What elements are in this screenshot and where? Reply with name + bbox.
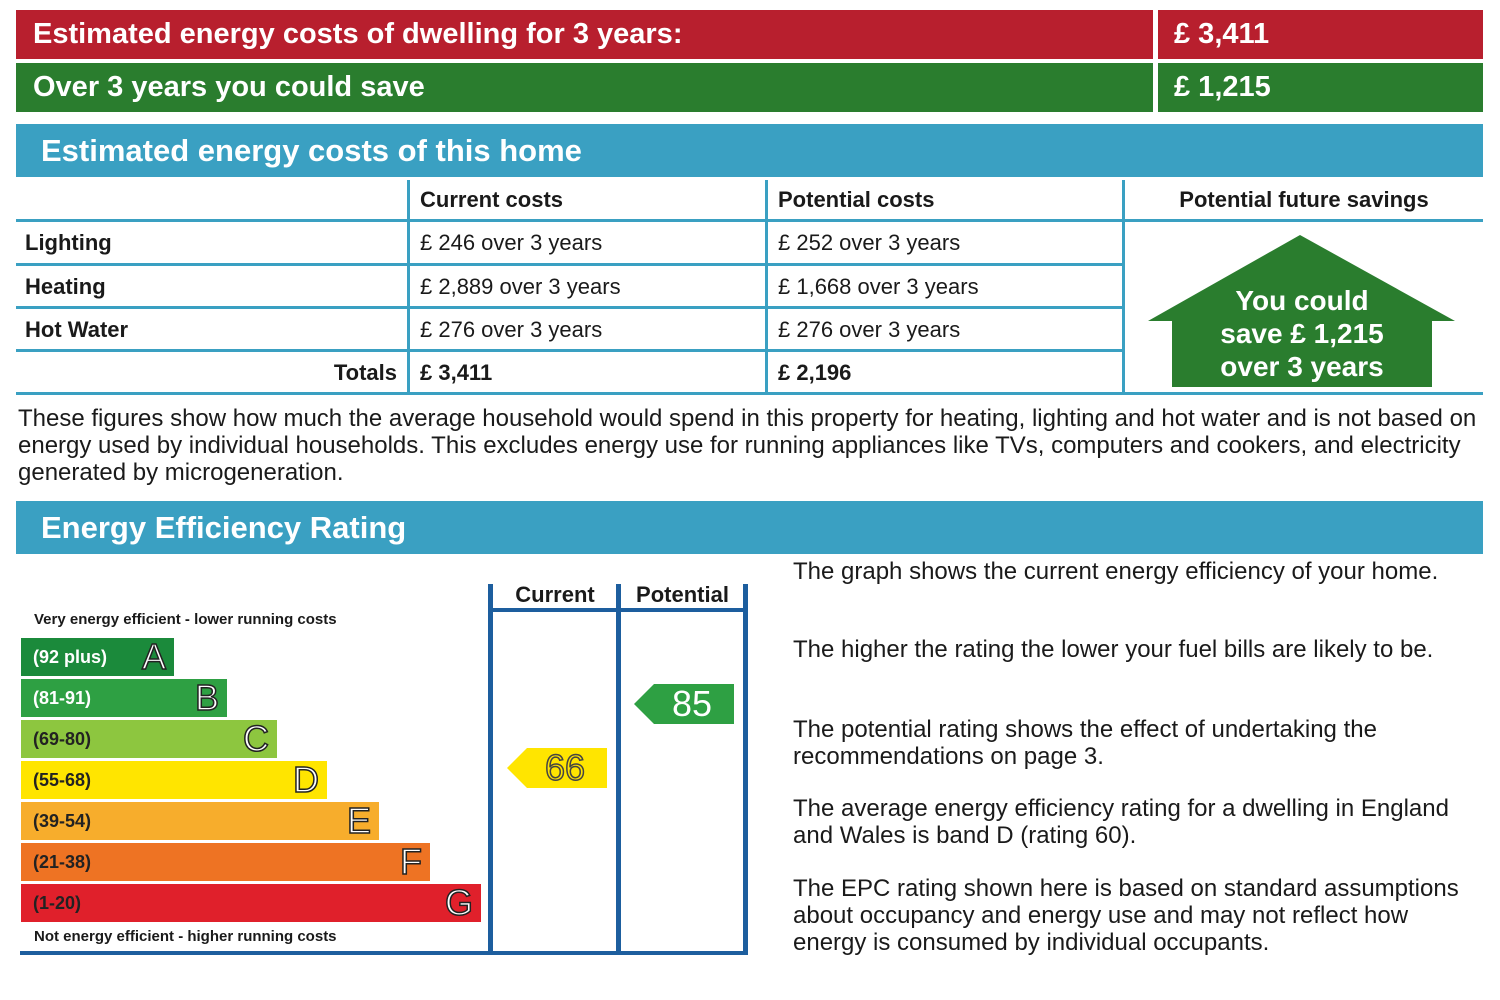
band-range: (21-38) — [33, 851, 92, 872]
band-letter: B — [194, 676, 220, 719]
table-divider — [16, 263, 1124, 266]
lighting-current: £ 246 over 3 years — [420, 230, 603, 255]
band-range: (81-91) — [33, 687, 92, 708]
lighting-potential: £ 252 over 3 years — [778, 230, 961, 255]
totals-label: Totals — [333, 360, 397, 385]
band-range: (39-54) — [33, 810, 92, 831]
heating-potential: £ 1,668 over 3 years — [778, 274, 979, 299]
table-divider — [16, 219, 1483, 222]
costs-note: These figures show how much the average … — [18, 405, 1477, 486]
savings-house-line: You could — [1235, 285, 1369, 316]
row-label-hot-water: Hot Water — [25, 317, 129, 342]
potential-rating-value: 85 — [671, 683, 713, 724]
top-caption: Very energy efficient - lower running co… — [34, 611, 337, 628]
estimated-cost-label: Estimated energy costs of dwelling for 3… — [16, 10, 1153, 59]
totals-potential: £ 2,196 — [778, 360, 852, 385]
table-column-divider — [407, 180, 410, 395]
band-letter: C — [242, 717, 270, 760]
current-rating-arrow — [507, 748, 607, 788]
band-letter: G — [444, 881, 474, 924]
row-label-heating: Heating — [25, 274, 106, 299]
rating-section-title: Energy Efficiency Rating — [16, 501, 1483, 554]
band-range: (69-80) — [33, 728, 92, 749]
potential-rating-arrow — [634, 684, 734, 724]
band-c: (69-80) C — [21, 717, 277, 760]
table-divider — [16, 306, 1124, 309]
band-range: (1-20) — [33, 892, 82, 913]
band-range: (55-68) — [33, 769, 92, 790]
column-border — [20, 951, 748, 955]
table-column-divider — [1122, 180, 1125, 395]
bottom-caption: Not energy efficient - higher running co… — [34, 928, 337, 945]
hot-water-current: £ 276 over 3 years — [420, 317, 603, 342]
rating-paragraph: The graph shows the current energy effic… — [793, 558, 1439, 585]
band-range: (92 plus) — [33, 646, 108, 667]
rating-paragraph: The higher the rating the lower your fue… — [793, 636, 1434, 663]
column-border — [488, 584, 493, 954]
band-b: (81-91) B — [21, 676, 227, 719]
potential-saving-summary: Over 3 years you could save £ 1,215 — [16, 63, 1483, 112]
column-border — [488, 608, 748, 612]
rating-paragraph: The average energy efficiency rating for… — [793, 795, 1449, 849]
band-letter: F — [399, 840, 423, 883]
totals-current: £ 3,411 — [420, 360, 493, 385]
potential-saving-label: Over 3 years you could save — [16, 63, 1153, 112]
header-current-costs: Current costs — [420, 187, 564, 212]
header-potential-savings: Potential future savings — [1179, 187, 1429, 212]
band-f: (21-38) F — [21, 840, 430, 883]
table-divider — [16, 349, 1124, 352]
table-column-divider — [765, 180, 768, 395]
estimated-cost-summary: Estimated energy costs of dwelling for 3… — [16, 10, 1483, 59]
savings-house-line: save £ 1,215 — [1220, 318, 1384, 349]
band-letter: D — [292, 758, 320, 801]
band-letter: A — [141, 635, 167, 678]
hot-water-potential: £ 276 over 3 years — [778, 317, 961, 342]
band-e: (39-54) E — [21, 799, 379, 842]
column-border — [616, 584, 621, 954]
column-potential-header: Potential — [636, 582, 729, 607]
header-potential-costs: Potential costs — [778, 187, 935, 212]
rating-paragraph: The potential rating shows the effect of… — [793, 716, 1377, 770]
estimated-cost-value: £ 3,411 — [1158, 10, 1483, 59]
current-rating-value: 66 — [544, 746, 586, 789]
heating-current: £ 2,889 over 3 years — [420, 274, 621, 299]
potential-saving-value: £ 1,215 — [1158, 63, 1483, 112]
column-current-header: Current — [515, 582, 595, 607]
table-divider — [16, 392, 1483, 395]
savings-house-icon — [1148, 235, 1455, 387]
band-a: (92 plus) A — [21, 635, 174, 678]
band-letter: E — [346, 799, 372, 842]
savings-house-text: You could save £ 1,215 over 3 years — [1172, 284, 1432, 383]
costs-section-title: Estimated energy costs of this home — [16, 124, 1483, 177]
row-label-lighting: Lighting — [25, 230, 112, 255]
savings-house-line: over 3 years — [1220, 351, 1384, 382]
column-border — [743, 584, 748, 954]
rating-paragraph: The EPC rating shown here is based on st… — [793, 875, 1459, 956]
band-g: (1-20) G — [21, 881, 481, 924]
band-d: (55-68) D — [21, 758, 327, 801]
